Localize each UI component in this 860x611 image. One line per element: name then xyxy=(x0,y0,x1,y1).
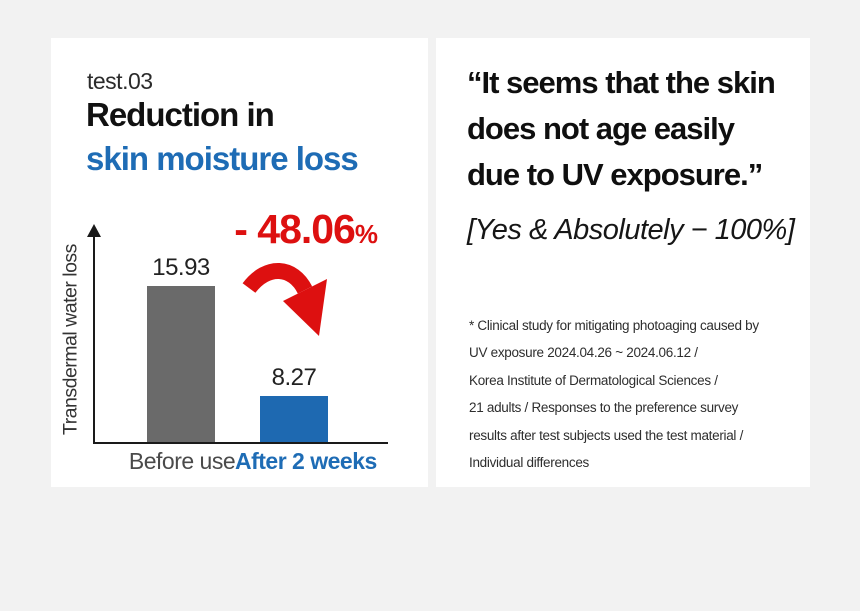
percent-change-value: - 48.06 xyxy=(234,206,356,252)
decrease-arrow-icon xyxy=(239,258,335,358)
bar-before-use xyxy=(147,286,215,442)
x-axis-line xyxy=(93,442,388,444)
y-axis-line xyxy=(93,236,95,443)
test-number-label: test.03 xyxy=(87,68,153,94)
category-label-after: After 2 weeks xyxy=(235,448,377,474)
y-axis-arrow-icon xyxy=(87,224,101,237)
card-title-line2: skin moisture loss xyxy=(86,140,359,177)
card-title-line1: Reduction in xyxy=(86,96,275,133)
bar-value-before: 15.93 xyxy=(152,254,210,281)
survey-result-text: [Yes & Absolutely − 100%] xyxy=(467,214,795,246)
bar-value-after: 8.27 xyxy=(271,364,317,391)
survey-quote-card: “It seems that the skin does not age eas… xyxy=(436,38,810,487)
percent-change-label: - 48.06% xyxy=(234,206,378,253)
test-result-card: test.03 Reduction in skin moisture loss … xyxy=(51,38,428,487)
bar-after-2-weeks xyxy=(260,396,328,442)
percent-change-unit: % xyxy=(354,219,378,249)
category-label-before: Before use xyxy=(128,448,236,474)
y-axis-label: Transdermal water loss xyxy=(59,244,82,435)
study-disclaimer-text: * Clinical study for mitigating photoagi… xyxy=(469,318,759,471)
quote-text: “It seems that the skin does not age eas… xyxy=(467,65,776,192)
